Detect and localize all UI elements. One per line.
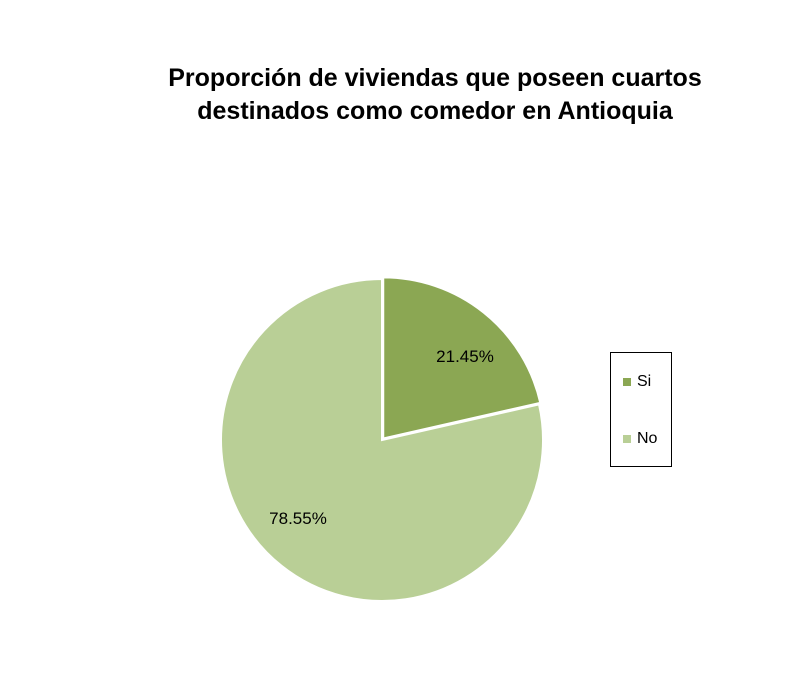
chart-title-line-1: Proporción de viviendas que poseen cuart… <box>168 64 702 92</box>
pie-slice-si <box>382 276 542 440</box>
pie-slice-no <box>220 277 544 602</box>
legend-item-no: No <box>623 430 657 448</box>
legend-label-si: Si <box>637 373 652 390</box>
data-label-si: 21.45% <box>436 347 494 366</box>
legend-item-si: Si <box>623 373 651 391</box>
chart-title-line-2: destinados como comedor en Antioquia <box>197 97 673 125</box>
legend-swatch-no <box>623 435 631 443</box>
legend: Si No <box>610 352 672 467</box>
legend-label-no: No <box>637 430 658 447</box>
chart-title: Proporción de viviendas que poseen cuart… <box>0 62 805 128</box>
data-label-no: 78.55% <box>269 509 327 528</box>
legend-swatch-si <box>623 378 631 386</box>
